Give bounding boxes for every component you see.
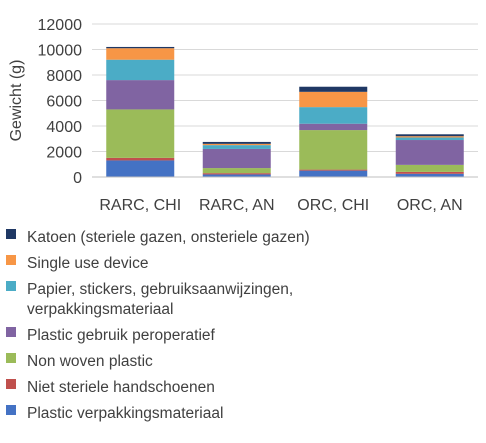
legend-label: Plastic verpakkingsmateriaal xyxy=(27,405,223,422)
bar-segment xyxy=(202,148,271,169)
bars xyxy=(106,46,464,177)
legend-swatch xyxy=(6,229,16,239)
legend-item: Single use device xyxy=(6,255,149,272)
legend-swatch xyxy=(6,405,16,415)
y-tick-label: 6000 xyxy=(46,94,82,111)
bar-segment xyxy=(299,130,368,170)
bar-segment xyxy=(299,107,368,124)
bar-segment xyxy=(202,141,271,144)
bar-segment xyxy=(106,48,175,60)
legend-label: Single use device xyxy=(27,255,149,272)
bar-segment xyxy=(106,46,175,49)
bar-segment xyxy=(395,140,464,165)
bar-segment xyxy=(299,170,368,177)
x-tick-label: ORC, CHI xyxy=(297,197,369,214)
legend-label: Non woven plastic xyxy=(27,353,153,370)
legend-label: verpakkingsmateriaal xyxy=(27,301,173,318)
y-tick-label: 12000 xyxy=(38,17,83,34)
legend-label: Plastic gebruik peroperatief xyxy=(27,327,216,344)
bar-segment xyxy=(202,145,271,149)
y-tick-label: 10000 xyxy=(38,43,83,60)
bar-segment xyxy=(202,168,271,174)
y-tick-label: 2000 xyxy=(46,145,82,162)
bar-segment xyxy=(395,164,464,172)
bar-segment xyxy=(395,173,464,177)
bar-segment xyxy=(106,59,175,81)
bar-segment xyxy=(202,174,271,177)
bar-segment xyxy=(299,169,368,171)
legend-label: Papier, stickers, gebruiksaanwijzingen, xyxy=(27,281,293,298)
bar-segment xyxy=(202,173,271,175)
legend-item: Non woven plastic xyxy=(6,353,153,370)
legend-swatch xyxy=(6,255,16,265)
legend-swatch xyxy=(6,281,16,291)
y-axis-label: Gewicht (g) xyxy=(8,60,25,142)
bar-segment xyxy=(299,123,368,131)
bar-segment xyxy=(202,143,271,146)
bar-segment xyxy=(299,86,368,92)
y-tick-label: 8000 xyxy=(46,68,82,85)
y-tick-label: 0 xyxy=(73,170,82,187)
legend-item: Niet steriele handschoenen xyxy=(6,379,215,396)
legend-item: Plastic gebruik peroperatief xyxy=(6,327,216,344)
x-tick-label: ORC, AN xyxy=(397,197,463,214)
legend-label: Katoen (steriele gazen, onsteriele gazen… xyxy=(27,229,310,246)
legend-swatch xyxy=(6,379,16,389)
bar-segment xyxy=(395,171,464,174)
x-tick-label: RARC, AN xyxy=(199,197,275,214)
legend-swatch xyxy=(6,353,16,363)
axes: 0 2000 4000 6000 8000 10000 12000 Gewicht (g) RA… xyxy=(8,17,478,214)
y-tick-label: 4000 xyxy=(46,119,82,136)
x-tick-label: RARC, CHI xyxy=(99,197,181,214)
legend-item: Plastic verpakkingsmateriaal xyxy=(6,405,223,422)
bar-segment xyxy=(106,157,175,161)
bar-segment xyxy=(106,109,175,158)
legend: Katoen (steriele gazen, onsteriele gazen… xyxy=(6,229,310,422)
bar-segment xyxy=(106,160,175,177)
bar-segment xyxy=(106,80,175,110)
bar-segment xyxy=(395,136,464,138)
legend-swatch xyxy=(6,327,16,337)
legend-item: Papier, stickers, gebruiksaanwijzingen, v… xyxy=(6,281,293,318)
bar-segment xyxy=(395,137,464,141)
bar-segment xyxy=(395,134,464,137)
bar-segment xyxy=(299,91,368,108)
legend-label: Niet steriele handschoenen xyxy=(27,379,215,396)
legend-item: Katoen (steriele gazen, onsteriele gazen… xyxy=(6,229,310,246)
